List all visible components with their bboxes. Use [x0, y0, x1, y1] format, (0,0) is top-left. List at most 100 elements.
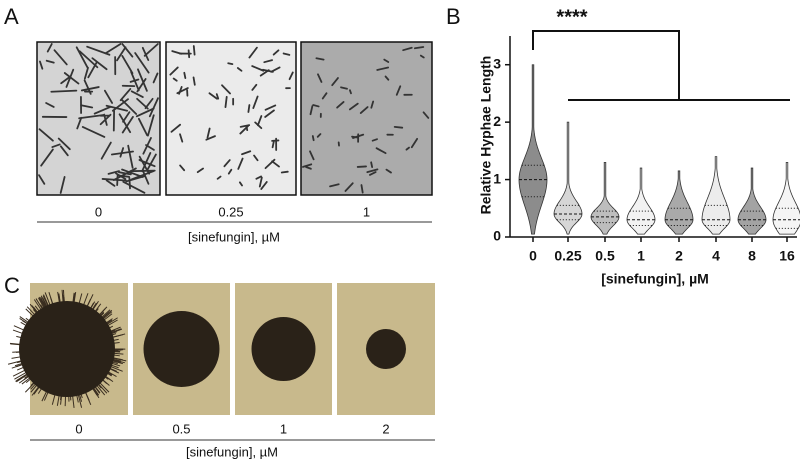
hypha	[305, 166, 312, 170]
hypha	[309, 150, 315, 161]
panel-label: A	[4, 4, 19, 29]
hypha	[264, 104, 277, 111]
hypha	[340, 86, 348, 90]
hypha	[385, 168, 392, 174]
hypha	[248, 46, 258, 59]
hypha	[395, 85, 402, 96]
x-axis-label: [sinefungin], µM	[601, 271, 709, 287]
hypha	[65, 68, 75, 88]
y-tick-label: 0	[493, 228, 501, 244]
hypha	[360, 184, 364, 194]
hypha	[183, 71, 187, 79]
hypha	[216, 175, 222, 180]
hypha	[413, 46, 425, 50]
hypha	[119, 88, 132, 102]
hypha	[121, 43, 134, 58]
hypha	[245, 125, 249, 132]
hypha	[241, 150, 252, 156]
hypha	[315, 57, 325, 61]
hypha	[192, 45, 196, 56]
hypha	[384, 75, 390, 81]
x-tick-label: 0.25	[554, 248, 581, 264]
hypha	[263, 59, 273, 64]
hypha	[356, 165, 367, 168]
hypha	[351, 135, 359, 139]
hypha	[280, 170, 289, 174]
hypha	[46, 43, 53, 53]
hypha	[402, 46, 413, 52]
axis-label: [sinefungin], µM	[188, 229, 280, 244]
axis-label: [sinefungin], µM	[186, 444, 278, 459]
hypha	[57, 137, 71, 151]
condition-label: 1	[280, 421, 287, 436]
violin	[590, 161, 620, 235]
hypha	[359, 106, 369, 114]
hypha	[80, 86, 100, 92]
hypha	[116, 46, 127, 62]
hypha	[59, 145, 69, 157]
hypha	[312, 104, 320, 108]
hypha	[224, 95, 228, 109]
significance-bracket	[532, 30, 790, 101]
hypha	[422, 111, 430, 119]
hypha	[107, 170, 120, 175]
x-tick-label: 8	[748, 248, 756, 264]
hypha	[136, 97, 149, 110]
hypha	[137, 117, 149, 137]
condition-label: 0	[75, 421, 82, 436]
panel-a: 0 0.25 1	[36, 41, 433, 219]
colony	[143, 311, 220, 387]
hypha	[59, 176, 66, 194]
hypha	[227, 168, 233, 175]
hypha	[251, 65, 265, 72]
hypha	[208, 92, 218, 100]
hypha	[115, 172, 127, 180]
hypha	[152, 72, 159, 84]
hypha	[129, 78, 140, 83]
panel-b: 0 1 2 3 0 0.25 0.5 1 2 4 8 16 Relative Hyphae Length…	[478, 6, 800, 287]
hypha	[45, 102, 55, 108]
hypha	[118, 113, 132, 134]
hypha	[45, 59, 55, 64]
hypha	[348, 102, 359, 111]
hypha	[38, 128, 54, 142]
hypha	[145, 144, 155, 151]
hypha	[122, 180, 146, 194]
violin	[737, 167, 767, 235]
hypha	[368, 171, 377, 176]
hypha	[316, 133, 322, 138]
hypha	[172, 77, 178, 82]
hypha	[187, 49, 191, 59]
violin	[701, 156, 731, 235]
condition-label: 2	[382, 421, 389, 436]
hypha	[51, 143, 61, 148]
significance-annotation: ****	[556, 6, 587, 28]
hypha	[53, 49, 68, 66]
hypha	[105, 179, 116, 187]
hypha	[237, 157, 244, 170]
hypha	[83, 66, 89, 80]
colony	[251, 317, 316, 381]
hypha	[317, 73, 323, 83]
hypha	[329, 183, 340, 188]
hypha	[93, 105, 112, 115]
hypha	[282, 52, 291, 56]
hypha	[251, 83, 258, 91]
violin	[553, 121, 583, 235]
hypha	[196, 167, 204, 174]
hypha	[103, 89, 114, 104]
hypha	[257, 115, 263, 127]
condition-label: 0.25	[218, 204, 243, 219]
hypha	[134, 52, 150, 74]
x-tick-label: 4	[712, 248, 720, 264]
hypha	[252, 95, 259, 109]
hypha	[366, 168, 379, 174]
condition-label: 1	[363, 204, 370, 219]
hypha	[253, 154, 259, 162]
hypha	[78, 114, 105, 120]
hypha	[80, 104, 94, 109]
hypha	[192, 76, 196, 86]
hypha	[50, 89, 78, 93]
micrograph	[300, 41, 433, 196]
